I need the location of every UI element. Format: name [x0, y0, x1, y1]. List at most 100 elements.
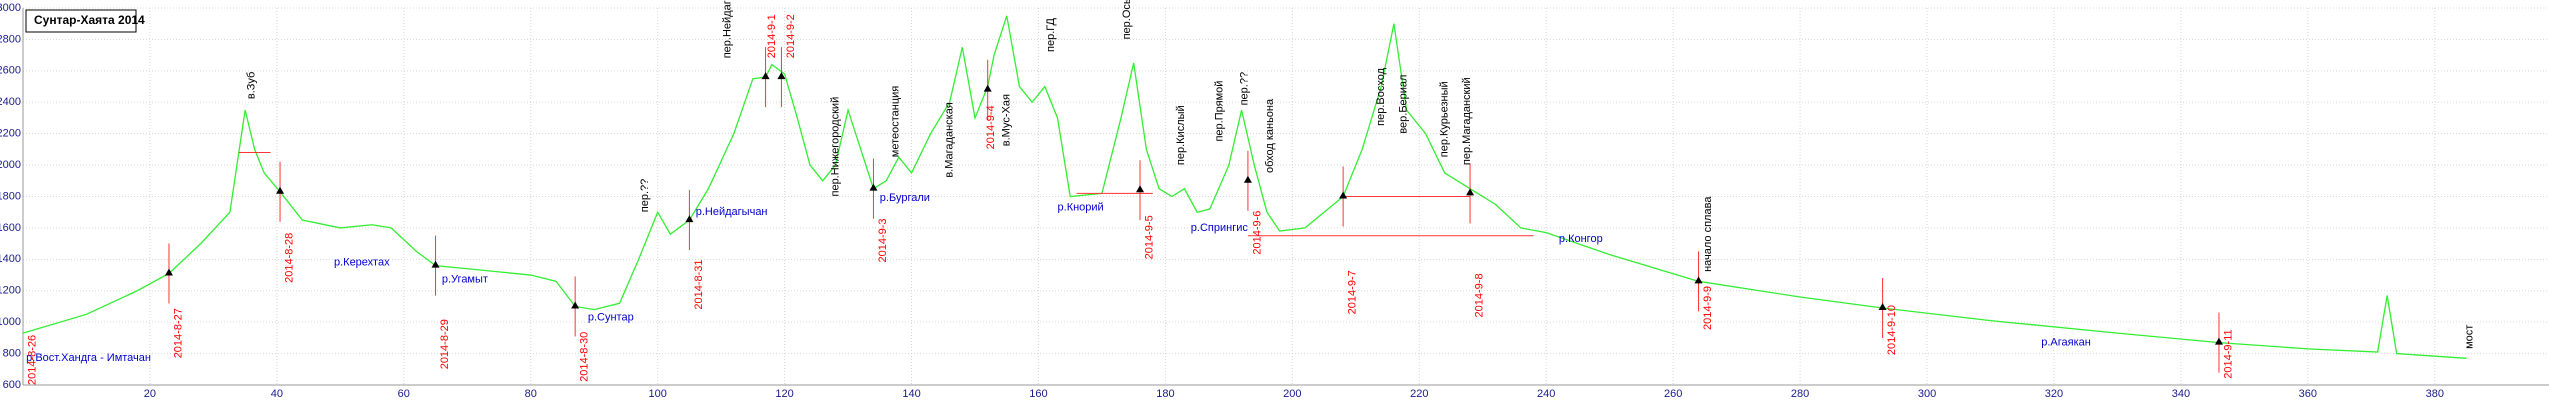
- annotation: р.Агаякан: [2041, 336, 2091, 348]
- annotation: в.Зуб: [245, 72, 257, 99]
- x-tick-label: 120: [775, 388, 793, 400]
- x-tick-label: 260: [1664, 388, 1682, 400]
- annotation: 2014-9-3: [877, 218, 889, 262]
- x-tick-label: 320: [2045, 388, 2063, 400]
- camp-marker: [777, 72, 786, 80]
- y-tick-label: 2400: [0, 96, 21, 108]
- annotation: 2014-9-5: [1143, 215, 1155, 259]
- camp-marker: [571, 301, 580, 309]
- title-box: [25, 9, 137, 33]
- annotation: р.Конгор: [1559, 233, 1603, 245]
- camp-marker: [983, 84, 992, 92]
- camp-marker: [1339, 191, 1348, 199]
- x-tick-label: 380: [2426, 388, 2444, 400]
- annotation: 2014-9-1: [766, 14, 778, 58]
- y-tick-label: 1000: [0, 316, 21, 328]
- x-tick-label: 160: [1029, 388, 1047, 400]
- annotation: 2014-8-28: [283, 233, 295, 283]
- camp-marker: [761, 72, 770, 80]
- annotation: 2014-9-10: [1886, 305, 1898, 355]
- annotation: пер.??: [1239, 72, 1251, 105]
- x-tick-label: 220: [1410, 388, 1428, 400]
- x-tick-label: 360: [2299, 388, 2317, 400]
- annotation: 2014-9-4: [985, 105, 997, 149]
- annotation: пер.ГД: [1045, 18, 1057, 52]
- x-tick-label: 80: [525, 388, 537, 400]
- y-tick-label: 2200: [0, 128, 21, 140]
- x-tick-label: 140: [902, 388, 920, 400]
- camp-marker: [2214, 337, 2223, 345]
- x-tick-label: 20: [144, 388, 156, 400]
- x-tick-label: 180: [1156, 388, 1174, 400]
- annotation: р.Вост.Хандга - Имтачан: [26, 352, 151, 364]
- y-tick-label: 3000: [0, 2, 21, 14]
- annotation: пер.Осыпной: [1121, 0, 1133, 39]
- camp-marker: [1466, 188, 1475, 196]
- camp-marker: [1694, 276, 1703, 284]
- annotation: р.Керехтах: [334, 256, 390, 268]
- camp-marker: [1243, 175, 1252, 183]
- annotation: мост: [2464, 325, 2476, 349]
- x-tick-label: 240: [1537, 388, 1555, 400]
- annotation: 2014-8-27: [172, 308, 184, 358]
- elevation-line: [22, 15, 2467, 359]
- y-tick-label: 2600: [0, 65, 21, 77]
- y-tick-label: 800: [3, 347, 21, 359]
- y-tick-label: 1800: [0, 190, 21, 202]
- annotation: 2014-9-6: [1251, 211, 1263, 255]
- annotation: 2014-9-7: [1347, 270, 1359, 314]
- camp-marker: [1136, 185, 1145, 193]
- x-tick-label: 340: [2172, 388, 2190, 400]
- annotation: 2014-8-29: [439, 319, 451, 369]
- camp-marker: [685, 215, 694, 223]
- camp-marker: [276, 186, 285, 194]
- annotation: 2014-9-9: [1702, 286, 1714, 330]
- annotation: 2014-8-31: [693, 259, 705, 309]
- annotation: в.Магаданская: [944, 102, 956, 177]
- annotation: 2014-9-2: [785, 14, 797, 58]
- annotation: пер.Курьезный: [1439, 81, 1451, 157]
- y-tick-label: 600: [3, 379, 21, 391]
- annotation: пер.Нижегородский: [829, 97, 841, 197]
- annotation: в.Мус-Хая: [1001, 94, 1013, 146]
- annotation: пер.Восход: [1375, 67, 1387, 125]
- annotation: р.Кнорий: [1058, 201, 1104, 213]
- y-tick-label: 1400: [0, 253, 21, 265]
- annotation: р.Спрингис: [1191, 222, 1249, 234]
- chart-title: Сунтар-Хаята 2014: [34, 13, 145, 27]
- grid: [22, 7, 2549, 386]
- camp-marker: [869, 183, 878, 191]
- annotation: р.Нейдагычан: [696, 206, 768, 218]
- annotation: 2014-9-11: [2222, 329, 2234, 378]
- annotation: метеостанция: [890, 86, 902, 158]
- x-tick-label: 100: [648, 388, 666, 400]
- x-tick-label: 300: [1918, 388, 1936, 400]
- x-tick-label: 280: [1791, 388, 1809, 400]
- annotation: обход каньона: [1264, 98, 1276, 173]
- y-tick-label: 1600: [0, 222, 21, 234]
- x-tick-label: 60: [398, 388, 410, 400]
- camp-marker: [431, 260, 440, 268]
- annotation: р.Угамыт: [442, 274, 488, 286]
- y-tick-label: 2000: [0, 159, 21, 171]
- annotation: пер.Кислый: [1175, 105, 1187, 165]
- annotation: начало сплава: [1702, 196, 1714, 272]
- camp-marker: [1878, 303, 1887, 311]
- annotation: пер.Магаданский: [1461, 77, 1473, 165]
- annotation: пер.??: [639, 179, 651, 212]
- annotation: вер.Бериал: [1397, 75, 1409, 134]
- annotation: р.Сунтар: [588, 311, 634, 323]
- y-tick-label: 1200: [0, 285, 21, 297]
- annotation: р.Бургали: [880, 192, 930, 204]
- marks: [22, 15, 2467, 373]
- annotation: 2014-8-30: [579, 332, 591, 382]
- camp-marker: [164, 268, 173, 276]
- y-tick-label: 2800: [0, 33, 21, 45]
- annotation: 2014-9-8: [1473, 273, 1485, 317]
- x-tick-label: 200: [1283, 388, 1301, 400]
- annotation: 2014-8-26: [26, 335, 38, 385]
- annotation: пер.Нейдагычан: [721, 0, 733, 58]
- annotation: пер.Прямой: [1213, 81, 1225, 142]
